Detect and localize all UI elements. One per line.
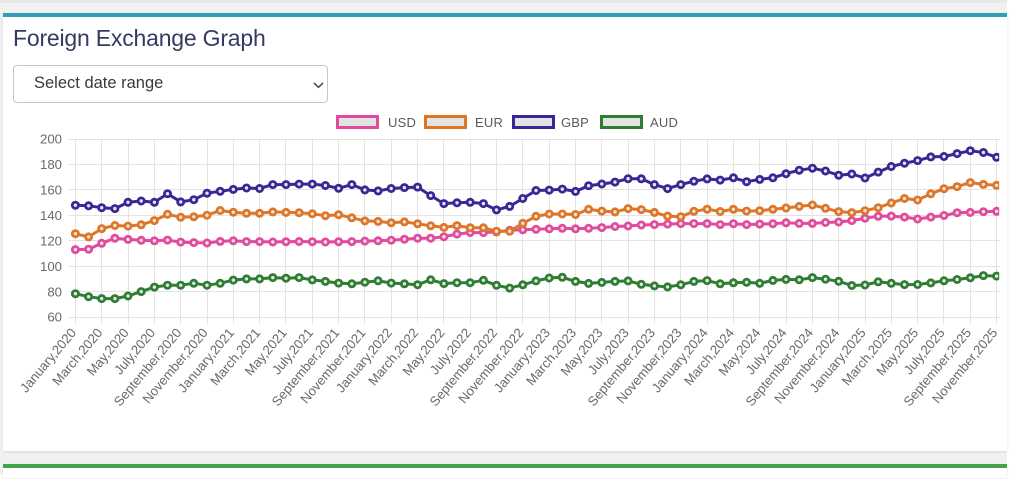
svg-text:180: 180 xyxy=(40,157,62,172)
svg-text:60: 60 xyxy=(47,310,62,325)
svg-text:120: 120 xyxy=(40,233,62,248)
svg-text:200: 200 xyxy=(40,132,62,147)
svg-text:140: 140 xyxy=(40,208,62,223)
svg-text:160: 160 xyxy=(40,183,62,198)
svg-text:80: 80 xyxy=(47,284,62,299)
svg-text:100: 100 xyxy=(40,259,62,274)
